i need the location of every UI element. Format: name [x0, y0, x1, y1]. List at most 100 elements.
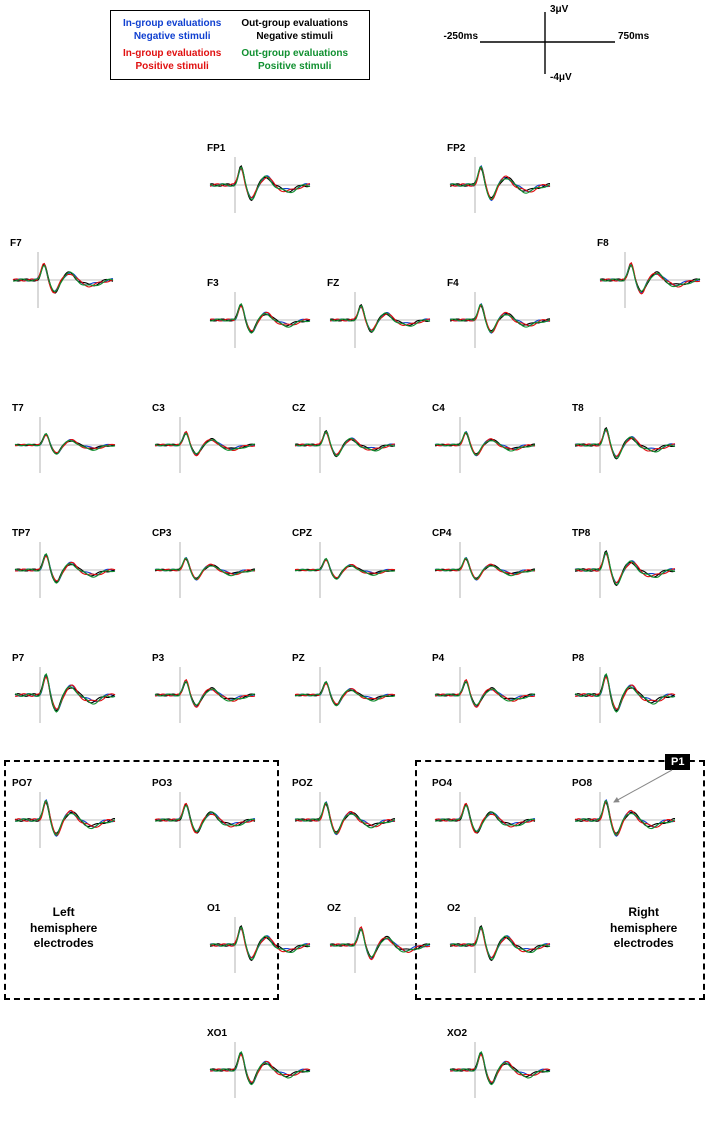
legend-line2: Positive stimuli — [123, 60, 221, 73]
electrode-o1: O1 — [205, 905, 315, 985]
electrode-label: CPZ — [292, 528, 312, 539]
electrode-po4: PO4 — [430, 780, 540, 860]
waveform-plot — [445, 145, 555, 225]
waveform-plot — [290, 780, 400, 860]
electrode-o2: O2 — [445, 905, 555, 985]
electrode-label: O2 — [447, 903, 460, 914]
hemi-line: Left — [30, 905, 97, 921]
electrode-p7: P7 — [10, 655, 120, 735]
waveform-plot — [205, 280, 315, 360]
electrode-label: CZ — [292, 403, 305, 414]
waveform-plot — [205, 1030, 315, 1110]
hemi-line: electrodes — [30, 936, 97, 952]
electrode-xo1: XO1 — [205, 1030, 315, 1110]
waveform-plot — [10, 780, 120, 860]
waveform-plot — [570, 405, 680, 485]
p1-callout: P1 — [665, 754, 690, 770]
legend-item: In-group evaluations Positive stimuli — [123, 47, 221, 73]
waveform-plot — [430, 655, 540, 735]
electrode-po3: PO3 — [150, 780, 260, 860]
electrode-t8: T8 — [570, 405, 680, 485]
left-hemisphere-label: Left hemisphere electrodes — [30, 905, 97, 952]
waveform-plot — [150, 655, 260, 735]
electrode-c3: C3 — [150, 405, 260, 485]
electrode-label: FP1 — [207, 143, 225, 154]
electrode-poz: POZ — [290, 780, 400, 860]
electrode-f7: F7 — [8, 240, 118, 320]
waveform-plot — [570, 655, 680, 735]
electrode-cp3: CP3 — [150, 530, 260, 610]
waveform-plot — [205, 145, 315, 225]
legend-line2: Negative stimuli — [241, 30, 348, 43]
electrode-tp7: TP7 — [10, 530, 120, 610]
waveform-plot — [8, 240, 118, 320]
electrode-label: TP8 — [572, 528, 590, 539]
electrode-label: CP4 — [432, 528, 451, 539]
electrode-p3: P3 — [150, 655, 260, 735]
electrode-label: P7 — [12, 653, 24, 664]
electrode-tp8: TP8 — [570, 530, 680, 610]
hemi-line: hemisphere — [30, 921, 97, 937]
electrode-label: F3 — [207, 278, 219, 289]
legend-item: Out-group evaluations Negative stimuli — [241, 17, 348, 43]
electrode-label: F4 — [447, 278, 459, 289]
electrode-label: C3 — [152, 403, 165, 414]
electrode-label: O1 — [207, 903, 220, 914]
legend-line2: Negative stimuli — [123, 30, 221, 43]
electrode-label: P8 — [572, 653, 584, 664]
electrode-label: POZ — [292, 778, 313, 789]
electrode-cp4: CP4 — [430, 530, 540, 610]
electrode-c4: C4 — [430, 405, 540, 485]
waveform-plot — [150, 530, 260, 610]
waveform-plot — [595, 240, 705, 320]
electrode-oz: OZ — [325, 905, 435, 985]
electrode-label: F8 — [597, 238, 609, 249]
electrode-t7: T7 — [10, 405, 120, 485]
electrode-label: TP7 — [12, 528, 30, 539]
electrode-po7: PO7 — [10, 780, 120, 860]
waveform-plot — [325, 905, 435, 985]
axis-guide: 3μV -4μV -250ms 750ms — [460, 4, 630, 82]
waveform-plot — [430, 405, 540, 485]
electrode-fz: FZ — [325, 280, 435, 360]
waveform-plot — [430, 530, 540, 610]
waveform-plot — [570, 530, 680, 610]
legend-line2: Positive stimuli — [241, 60, 348, 73]
waveform-plot — [290, 405, 400, 485]
right-hemisphere-label: Right hemisphere electrodes — [610, 905, 677, 952]
electrode-label: F7 — [10, 238, 22, 249]
waveform-plot — [290, 655, 400, 735]
legend-line1: In-group evaluations — [123, 17, 221, 30]
legend-line1: In-group evaluations — [123, 47, 221, 60]
waveform-plot — [570, 780, 680, 860]
electrode-label: CP3 — [152, 528, 171, 539]
axis-left-label: -250ms — [444, 31, 479, 42]
hemi-line: Right — [610, 905, 677, 921]
waveform-plot — [445, 280, 555, 360]
electrode-f8: F8 — [595, 240, 705, 320]
electrode-label: XO2 — [447, 1028, 467, 1039]
electrode-label: T7 — [12, 403, 24, 414]
axis-top-label: 3μV — [550, 4, 569, 15]
axis-bottom-label: -4μV — [550, 72, 572, 83]
waveform-plot — [290, 530, 400, 610]
legend-box: In-group evaluations Negative stimuli Ou… — [110, 10, 370, 80]
electrode-label: PO8 — [572, 778, 592, 789]
legend-item: Out-group evaluations Positive stimuli — [241, 47, 348, 73]
waveform-plot — [205, 905, 315, 985]
electrode-p4: P4 — [430, 655, 540, 735]
electrode-label: FP2 — [447, 143, 465, 154]
electrode-fp1: FP1 — [205, 145, 315, 225]
waveform-plot — [10, 405, 120, 485]
waveform-plot — [10, 530, 120, 610]
electrode-f3: F3 — [205, 280, 315, 360]
electrode-cpz: CPZ — [290, 530, 400, 610]
electrode-label: C4 — [432, 403, 445, 414]
waveform-plot — [150, 405, 260, 485]
waveform-plot — [445, 905, 555, 985]
electrode-label: T8 — [572, 403, 584, 414]
electrode-p8: P8 — [570, 655, 680, 735]
hemi-line: hemisphere — [610, 921, 677, 937]
electrode-label: PO4 — [432, 778, 452, 789]
electrode-label: OZ — [327, 903, 341, 914]
